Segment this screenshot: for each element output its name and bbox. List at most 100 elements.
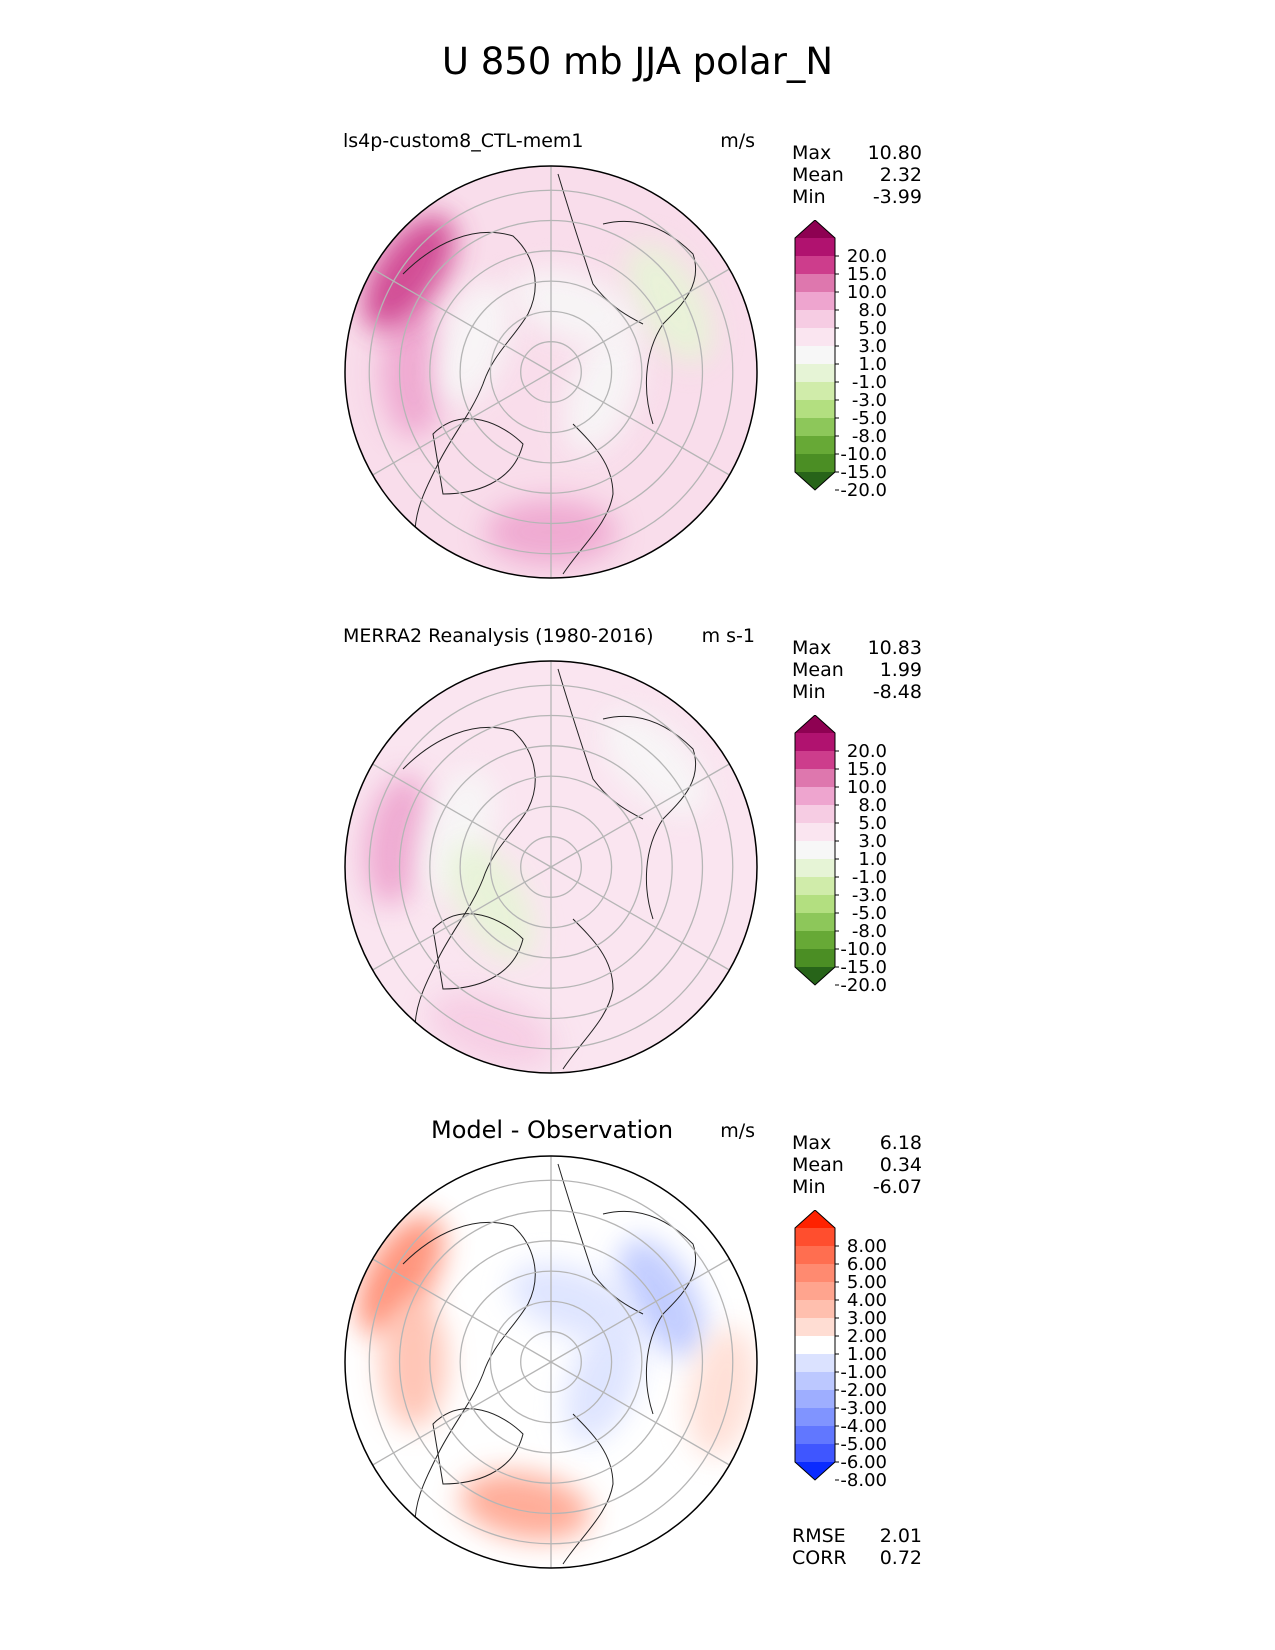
colorbar-tick-label: 4.00 bbox=[847, 1290, 887, 1311]
meridian-gridline bbox=[372, 763, 552, 868]
colorbar-tick-label: -20.0 bbox=[840, 975, 887, 996]
panel-title: ls4p-custom8_CTL-mem1 bbox=[343, 130, 584, 152]
colorbar: 20.015.010.08.05.03.01.0-1.0-3.0-5.0-8.0… bbox=[794, 715, 887, 996]
colorbar-tick-label: -3.0 bbox=[852, 885, 887, 906]
meridian-gridline bbox=[550, 763, 730, 868]
colorbar-tick-label: 10.0 bbox=[847, 282, 887, 303]
field-anomaly bbox=[687, 1327, 757, 1458]
meridian-gridline bbox=[550, 866, 730, 971]
field-anomaly bbox=[460, 1471, 591, 1541]
stat-min-label: Min bbox=[792, 186, 826, 208]
stat-min-label: Min bbox=[792, 681, 826, 703]
field-anomaly bbox=[435, 280, 512, 407]
colorbar-segment bbox=[795, 949, 835, 967]
corr-label: CORR bbox=[792, 1547, 847, 1569]
colorbar: 8.006.005.004.003.002.001.00-1.00-2.00-3… bbox=[794, 1210, 887, 1491]
stat-mean-label: Mean bbox=[792, 164, 844, 186]
stat-max-value: 10.83 bbox=[867, 637, 922, 659]
colorbar-segment bbox=[795, 364, 835, 382]
colorbar-segment bbox=[795, 787, 835, 805]
stat-min-value: -3.99 bbox=[872, 186, 922, 208]
field-anomaly bbox=[509, 1263, 636, 1341]
colorbar-tick-label: 3.0 bbox=[858, 831, 887, 852]
field-anomaly bbox=[380, 1296, 447, 1428]
panel-units: m/s bbox=[720, 130, 755, 152]
panel-units: m/s bbox=[720, 1120, 755, 1142]
colorbar-extend-min bbox=[795, 1462, 835, 1480]
colorbar-extend-min bbox=[795, 472, 835, 490]
stats-block: Max 10.83 Mean 1.99 Min -8.48 bbox=[792, 637, 922, 703]
colorbar-segment bbox=[795, 436, 835, 454]
colorbar-tick-label: -15.0 bbox=[840, 462, 887, 483]
colorbar-tick-label: 1.00 bbox=[847, 1344, 887, 1365]
polar-map bbox=[344, 165, 758, 579]
polar-map bbox=[344, 660, 758, 1074]
colorbar-tick-label: -8.00 bbox=[840, 1470, 887, 1491]
colorbar-segment bbox=[795, 877, 835, 895]
colorbar-segment bbox=[795, 274, 835, 292]
colorbar-segment bbox=[795, 292, 835, 310]
meridian-gridline bbox=[372, 1361, 552, 1466]
stat-max-label: Max bbox=[792, 637, 832, 659]
colorbar-segment bbox=[795, 751, 835, 769]
stat-min-value: -6.07 bbox=[872, 1176, 922, 1198]
colorbar-segment bbox=[795, 895, 835, 913]
panel-model: ls4p-custom8_CTL-mem1 m/s Max 10.80 Mean 2… bbox=[0, 130, 1275, 600]
colorbar-tick-label: -6.00 bbox=[840, 1452, 887, 1473]
colorbar-segment bbox=[795, 454, 835, 472]
colorbar-extend-max bbox=[795, 715, 835, 733]
field-anomaly bbox=[380, 306, 447, 438]
colorbar-tick-label: 5.0 bbox=[858, 318, 887, 339]
colorbar-tick-label: -5.0 bbox=[852, 408, 887, 429]
stat-mean-value: 0.34 bbox=[879, 1154, 922, 1176]
colorbar-tick-label: -1.0 bbox=[852, 372, 887, 393]
colorbar-extend-min bbox=[795, 967, 835, 985]
colorbar-segment bbox=[795, 1264, 835, 1282]
colorbar-tick-label: -5.0 bbox=[852, 903, 887, 924]
stats-block: Max 6.18 Mean 0.34 Min -6.07 bbox=[792, 1132, 922, 1198]
meridian-gridline bbox=[550, 1361, 730, 1466]
colorbar-tick-label: -8.0 bbox=[852, 921, 887, 942]
colorbar-segment bbox=[795, 733, 835, 751]
stat-max-label: Max bbox=[792, 1132, 832, 1154]
colorbar-tick-label: -10.0 bbox=[840, 939, 887, 960]
field-anomaly bbox=[428, 992, 555, 1069]
figure-title: U 850 mb JJA polar_N bbox=[441, 40, 834, 83]
colorbar-segment bbox=[795, 1300, 835, 1318]
colorbar-segment bbox=[795, 913, 835, 931]
field-anomaly bbox=[511, 269, 638, 346]
stat-min-value: -8.48 bbox=[872, 681, 922, 703]
colorbar-segment bbox=[795, 1336, 835, 1354]
colorbar-tick-label: 20.0 bbox=[847, 246, 887, 267]
colorbar-segment bbox=[795, 769, 835, 787]
meridian-gridline bbox=[372, 371, 552, 476]
rmse-value: 2.01 bbox=[879, 1525, 922, 1547]
map-boundary bbox=[344, 165, 758, 579]
colorbar-segment bbox=[795, 1390, 835, 1408]
colorbar-segment bbox=[795, 382, 835, 400]
corr-value: 0.72 bbox=[879, 1547, 922, 1569]
stat-mean-label: Mean bbox=[792, 1154, 844, 1176]
stat-max-value: 6.18 bbox=[879, 1132, 922, 1154]
field-anomaly bbox=[564, 327, 641, 454]
colorbar-segment bbox=[795, 256, 835, 274]
colorbar-segment bbox=[795, 859, 835, 877]
colorbar-tick-label: 10.0 bbox=[847, 777, 887, 798]
stat-max-value: 10.80 bbox=[867, 142, 922, 164]
colorbar-tick-label: -3.00 bbox=[840, 1398, 887, 1419]
colorbar-tick-label: 3.0 bbox=[858, 336, 887, 357]
stat-max-label: Max bbox=[792, 142, 832, 164]
coastline bbox=[557, 1163, 644, 1315]
coastline bbox=[432, 1408, 524, 1485]
panel-title: MERRA2 Reanalysis (1980-2016) bbox=[343, 625, 654, 647]
colorbar-segment bbox=[795, 841, 835, 859]
colorbar-tick-label: 1.0 bbox=[858, 354, 887, 375]
colorbar-tick-label: 15.0 bbox=[847, 759, 887, 780]
colorbar-tick-label: -1.00 bbox=[840, 1362, 887, 1383]
colorbar-tick-label: -15.0 bbox=[840, 957, 887, 978]
colorbar-extend-max bbox=[795, 220, 835, 238]
colorbar-tick-label: 1.0 bbox=[858, 849, 887, 870]
colorbar-tick-label: 3.00 bbox=[847, 1308, 887, 1329]
coastline bbox=[432, 913, 524, 990]
coastline bbox=[557, 173, 644, 325]
